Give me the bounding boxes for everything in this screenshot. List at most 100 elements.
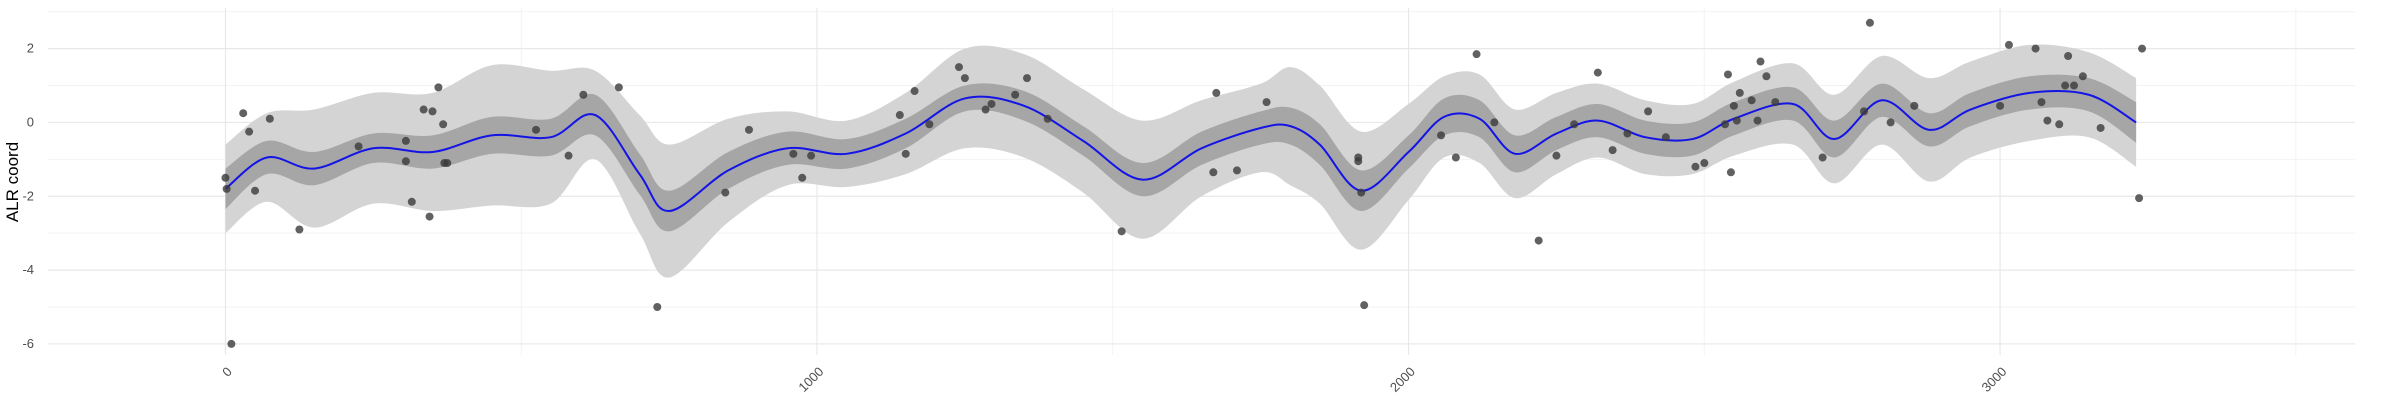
- data-point: [1860, 107, 1869, 116]
- inner-confidence-band: [225, 74, 2137, 232]
- data-point: [354, 142, 363, 151]
- data-point: [807, 151, 816, 160]
- data-point: [789, 149, 798, 158]
- data-point: [901, 149, 910, 158]
- data-point: [1762, 72, 1771, 81]
- data-point: [960, 74, 969, 83]
- data-point: [265, 114, 274, 123]
- data-point: [910, 87, 919, 96]
- data-point: [1043, 114, 1052, 123]
- data-point: [2037, 98, 2046, 107]
- data-point: [1117, 227, 1126, 236]
- data-point: [1623, 129, 1632, 138]
- data-point: [1490, 118, 1499, 127]
- data-point: [439, 120, 448, 129]
- data-point: [1721, 120, 1730, 129]
- data-point: [239, 109, 248, 118]
- data-point: [1357, 188, 1366, 197]
- data-point: [614, 83, 623, 92]
- data-point: [1593, 68, 1602, 77]
- data-point: [1735, 88, 1744, 97]
- data-point: [1700, 159, 1709, 168]
- data-point: [1753, 116, 1762, 125]
- data-point: [954, 63, 963, 72]
- data-point: [2055, 120, 2064, 129]
- data-point: [653, 303, 662, 312]
- data-point: [1212, 88, 1221, 97]
- data-point: [987, 99, 996, 108]
- data-point: [295, 225, 304, 234]
- data-point: [1726, 168, 1735, 177]
- data-point: [407, 197, 416, 206]
- data-point: [1608, 146, 1617, 155]
- data-point: [2043, 116, 2052, 125]
- data-point: [564, 151, 573, 160]
- data-point: [1644, 107, 1653, 116]
- data-point: [1451, 153, 1460, 162]
- y-axis-title: ALR coord: [3, 142, 22, 222]
- fit-line: [224, 90, 2137, 213]
- data-point: [1691, 162, 1700, 171]
- data-point: [2096, 123, 2105, 132]
- data-point: [895, 111, 904, 120]
- data-point: [401, 157, 410, 166]
- data-point: [1437, 131, 1446, 140]
- data-point: [443, 159, 452, 168]
- y-tick-label: -6: [22, 336, 34, 351]
- y-tick-label: 2: [27, 41, 34, 56]
- data-point: [532, 125, 541, 134]
- data-point: [1209, 168, 1218, 177]
- data-point: [1865, 18, 1874, 27]
- data-point: [1232, 166, 1241, 175]
- x-axis-ticks: 0 1000 2000 3000: [219, 364, 2009, 395]
- data-point: [2064, 51, 2073, 60]
- y-tick-label: -2: [22, 188, 34, 203]
- data-point: [1472, 50, 1481, 59]
- data-point: [1910, 101, 1919, 110]
- data-point: [2070, 81, 2079, 90]
- data-point: [981, 105, 990, 114]
- x-tick-label: 1000: [795, 364, 826, 395]
- data-point: [1552, 151, 1561, 160]
- data-point: [744, 125, 753, 134]
- data-point: [419, 105, 428, 114]
- data-point: [434, 83, 443, 92]
- data-point: [221, 173, 230, 182]
- data-point: [1886, 118, 1895, 127]
- data-point: [925, 120, 934, 129]
- data-point: [1534, 236, 1543, 245]
- y-tick-label: 0: [27, 114, 34, 129]
- data-point: [1661, 133, 1670, 142]
- data-point: [1996, 101, 2005, 110]
- data-point: [1354, 157, 1363, 166]
- data-point: [401, 136, 410, 145]
- data-point: [245, 127, 254, 136]
- data-point: [428, 107, 437, 116]
- data-point: [1011, 90, 1020, 99]
- data-point: [1723, 70, 1732, 79]
- data-point: [1360, 301, 1369, 310]
- data-point: [2031, 44, 2040, 53]
- data-point: [1022, 74, 1031, 83]
- y-tick-label: -4: [22, 262, 34, 277]
- data-point: [721, 188, 730, 197]
- data-point: [1771, 98, 1780, 107]
- data-point: [1570, 120, 1579, 129]
- data-point: [1732, 116, 1741, 125]
- data-point: [1262, 98, 1271, 107]
- smooth-fit: [224, 90, 2137, 213]
- data-point: [222, 184, 231, 193]
- data-point: [579, 90, 588, 99]
- data-point: [1756, 57, 1765, 66]
- data-point: [2138, 44, 2147, 53]
- data-point: [1729, 101, 1738, 110]
- data-point: [1818, 153, 1827, 162]
- x-tick-label: 3000: [1978, 364, 2009, 395]
- data-point: [2078, 72, 2087, 81]
- data-point: [2135, 194, 2144, 203]
- x-tick-label: 0: [219, 364, 235, 380]
- data-point: [1747, 96, 1756, 105]
- x-tick-label: 2000: [1387, 364, 1418, 395]
- y-axis-ticks: -6 -4 -2 0 2: [22, 41, 34, 351]
